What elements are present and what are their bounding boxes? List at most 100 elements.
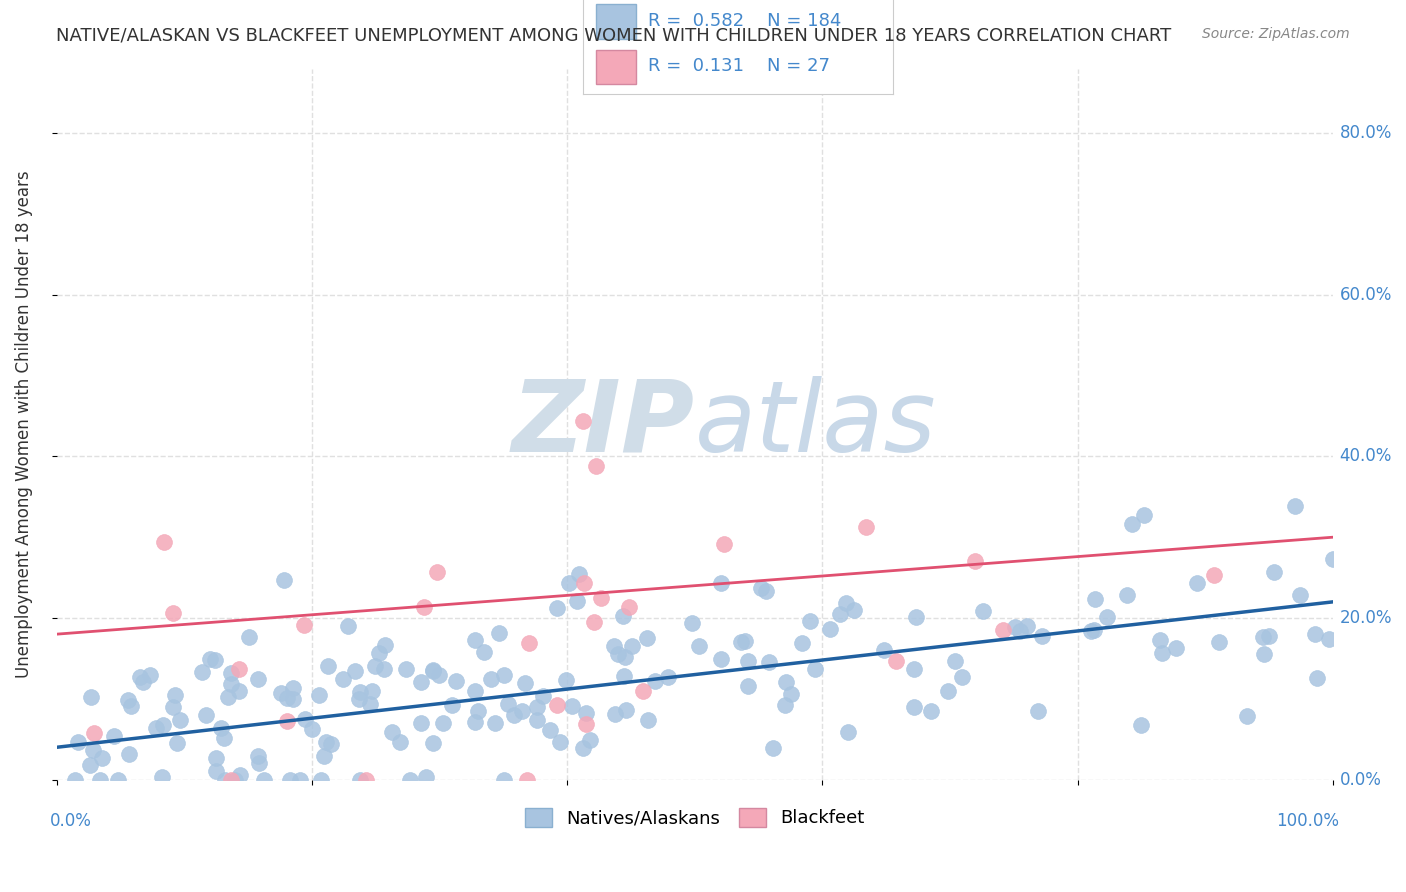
Point (1185, 576, 1208, 591)
Point (546, 601, 568, 615)
Point (292, 617, 315, 632)
Point (834, 596, 856, 610)
Point (710, 652, 733, 666)
Point (228, 662, 250, 676)
Point (152, 718, 174, 732)
Point (129, 670, 152, 684)
Point (361, 684, 384, 698)
Point (1236, 708, 1258, 723)
Point (572, 740, 595, 755)
Point (538, 723, 561, 737)
FancyBboxPatch shape (596, 49, 636, 84)
Point (150, 770, 173, 784)
Point (219, 772, 242, 787)
Point (107, 772, 129, 787)
Point (775, 675, 797, 690)
Point (247, 749, 270, 764)
Point (492, 772, 515, 787)
Point (730, 634, 752, 648)
Point (349, 772, 371, 787)
Point (828, 607, 851, 621)
Point (83, 725, 105, 739)
Point (427, 668, 450, 682)
Point (1031, 629, 1053, 643)
Point (936, 683, 959, 698)
Point (426, 565, 449, 579)
Point (614, 703, 637, 717)
Point (561, 698, 583, 713)
Text: R =  0.582    N = 184: R = 0.582 N = 184 (648, 12, 842, 30)
Text: ZIP: ZIP (512, 376, 695, 473)
Point (617, 599, 640, 614)
Point (103, 729, 125, 743)
Point (314, 748, 336, 763)
Point (1130, 718, 1153, 732)
Point (1258, 629, 1281, 643)
Point (211, 721, 233, 735)
Point (204, 652, 226, 666)
Point (409, 716, 432, 731)
Point (270, 686, 292, 700)
Point (1202, 567, 1225, 582)
Point (607, 647, 630, 661)
Point (799, 614, 821, 628)
Point (238, 630, 260, 644)
Point (950, 670, 973, 684)
Point (488, 626, 510, 640)
Point (1095, 609, 1118, 624)
Text: NATIVE/ALASKAN VS BLACKFEET UNEMPLOYMENT AMONG WOMEN WITH CHILDREN UNDER 18 YEAR: NATIVE/ALASKAN VS BLACKFEET UNEMPLOYMENT… (56, 27, 1171, 45)
Point (963, 554, 986, 568)
Point (1251, 630, 1274, 644)
Point (903, 700, 925, 714)
Point (464, 632, 486, 647)
Point (612, 608, 634, 623)
Point (681, 615, 703, 630)
Point (873, 643, 896, 657)
Point (409, 674, 432, 689)
Point (603, 706, 626, 721)
Point (496, 698, 519, 712)
Point (1305, 627, 1327, 641)
Point (734, 634, 756, 648)
Point (166, 736, 188, 750)
Point (631, 684, 654, 698)
Point (219, 666, 242, 681)
Point (479, 672, 502, 686)
Point (79, 690, 101, 704)
Point (557, 575, 579, 590)
Point (343, 664, 366, 678)
Point (546, 698, 568, 712)
Point (321, 737, 343, 751)
Point (440, 698, 463, 713)
Point (63, 772, 86, 787)
Point (1010, 624, 1032, 638)
Point (513, 676, 536, 690)
Point (884, 655, 907, 669)
Point (117, 693, 139, 707)
Point (613, 649, 636, 664)
Point (67, 735, 90, 749)
Point (585, 458, 607, 473)
Point (283, 692, 305, 706)
Point (1263, 565, 1285, 579)
Point (657, 670, 679, 684)
Point (920, 705, 942, 719)
Text: R =  0.131    N = 27: R = 0.131 N = 27 (648, 57, 831, 75)
Point (555, 673, 578, 687)
Point (903, 662, 925, 676)
Point (1306, 671, 1329, 685)
Point (212, 731, 235, 745)
Point (82, 742, 104, 756)
Point (79, 757, 101, 772)
Point (991, 624, 1014, 638)
Text: Source: ZipAtlas.com: Source: ZipAtlas.com (1202, 27, 1350, 41)
Point (412, 600, 434, 615)
Point (510, 704, 533, 718)
Point (367, 646, 389, 660)
Point (567, 594, 589, 608)
Point (583, 615, 606, 629)
Point (644, 674, 666, 689)
Point (162, 700, 184, 714)
Legend: Natives/Alaskans, Blackfeet: Natives/Alaskans, Blackfeet (517, 801, 872, 835)
Point (1084, 592, 1107, 607)
